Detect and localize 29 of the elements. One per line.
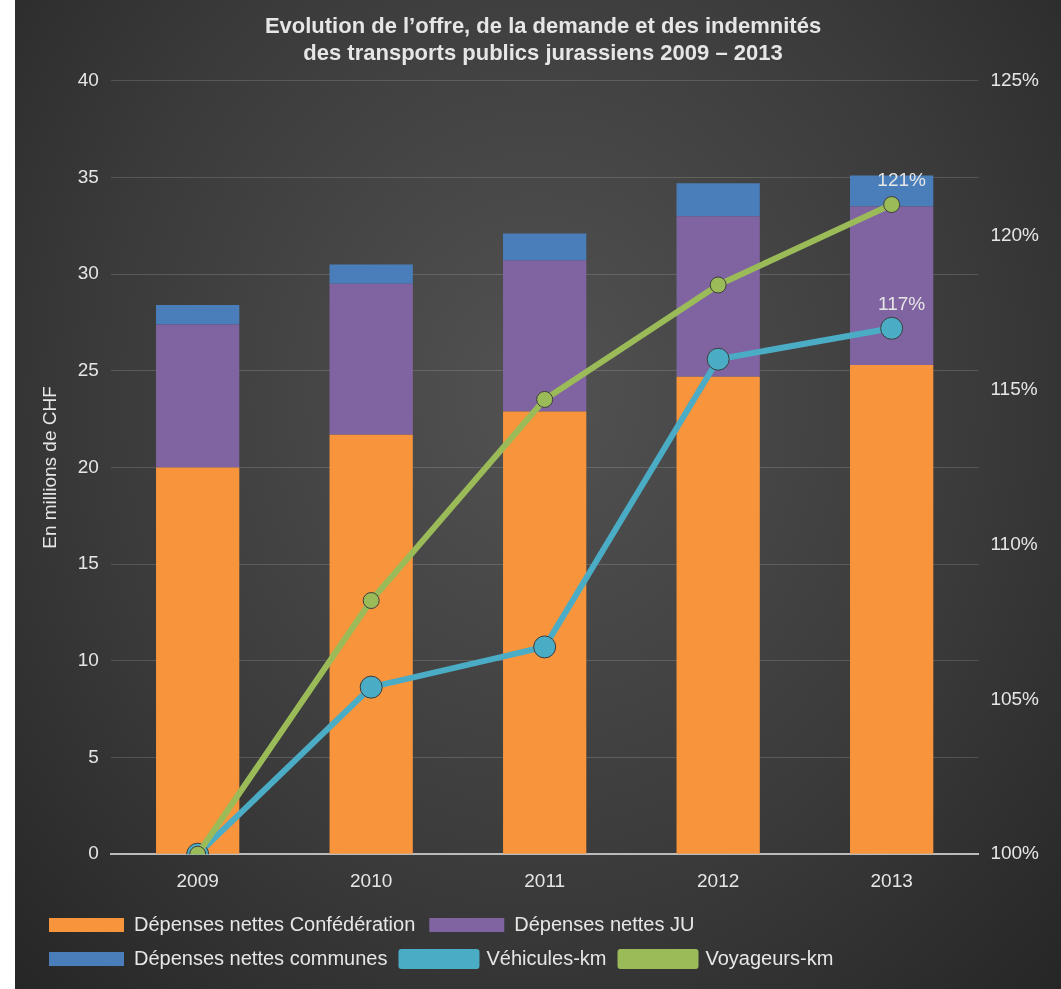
x-tick-label: 2009 [176, 869, 219, 891]
y-tick-label: 5 [88, 745, 99, 767]
y2-tick-label: 115% [990, 378, 1038, 400]
y-tick-label: 20 [77, 455, 99, 477]
y2-tick-label: 120% [990, 223, 1040, 245]
x-tick-label: 2013 [870, 869, 913, 891]
legend-label: Dépenses nettes JU [514, 912, 695, 935]
y-tick-label: 40 [77, 69, 99, 91]
data-label: 117% [878, 293, 926, 315]
y-tick-label: 0 [88, 842, 99, 864]
y2-tick-label: 100% [990, 842, 1040, 864]
y-tick-label: 30 [77, 262, 99, 284]
legend-label: Véhicules-km [486, 946, 607, 969]
y2-tick-label: 105% [990, 687, 1040, 709]
data-label: 121% [877, 169, 927, 191]
x-tick-label: 2010 [350, 869, 393, 891]
y-tick-label: 25 [77, 359, 99, 381]
legend-label: Voyageurs-km [705, 946, 834, 969]
legend-label: Dépenses nettes communes [134, 946, 388, 969]
x-tick-label: 2011 [524, 869, 566, 891]
y-axis-title: En millions de CHF [38, 386, 60, 549]
y-tick-label: 15 [77, 552, 99, 574]
y2-tick-label: 125% [990, 69, 1040, 91]
y2-tick-label: 110% [990, 533, 1038, 555]
chart-title: Evolution de l’offre, de la demande et des indemnités des transports publics jurassiens 2009 – 2013 [264, 13, 822, 65]
y-tick-label: 10 [77, 649, 99, 671]
x-tick-label: 2012 [697, 869, 740, 891]
y-tick-label: 35 [77, 165, 99, 187]
legend-label: Dépenses nettes Confédération [134, 912, 416, 935]
